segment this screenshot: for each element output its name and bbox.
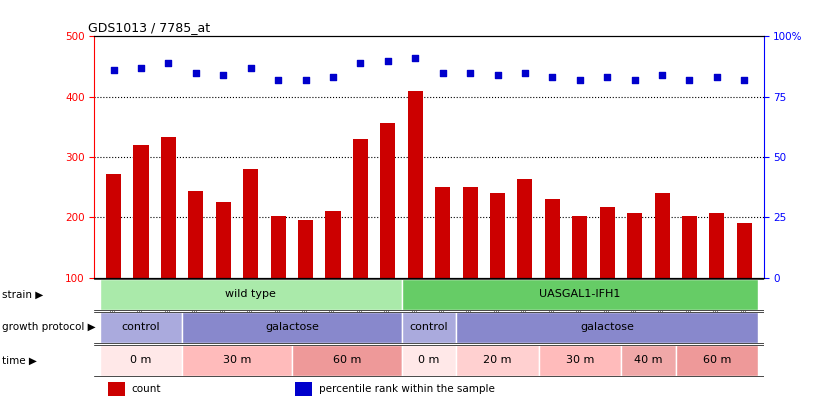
Bar xyxy=(188,191,204,338)
Text: percentile rank within the sample: percentile rank within the sample xyxy=(319,384,494,394)
Bar xyxy=(490,193,505,338)
Point xyxy=(135,64,148,71)
Text: 60 m: 60 m xyxy=(333,355,361,365)
Point xyxy=(217,72,230,78)
Bar xyxy=(654,193,670,338)
Bar xyxy=(462,187,478,338)
Bar xyxy=(380,123,396,338)
Point xyxy=(546,74,559,81)
Bar xyxy=(676,345,758,376)
Text: GDS1013 / 7785_at: GDS1013 / 7785_at xyxy=(88,21,210,34)
Text: UASGAL1-IFH1: UASGAL1-IFH1 xyxy=(539,289,621,299)
Point xyxy=(710,74,723,81)
Text: growth protocol ▶: growth protocol ▶ xyxy=(2,322,95,332)
Text: 40 m: 40 m xyxy=(634,355,663,365)
Text: control: control xyxy=(410,322,448,332)
Point xyxy=(738,77,751,83)
Bar xyxy=(100,345,182,376)
Bar xyxy=(572,215,587,338)
Bar xyxy=(271,216,286,338)
Point xyxy=(244,64,257,71)
Point xyxy=(190,69,203,76)
Bar xyxy=(408,91,423,338)
Text: 30 m: 30 m xyxy=(222,355,251,365)
Point xyxy=(436,69,449,76)
Bar xyxy=(325,211,341,338)
Bar xyxy=(736,224,752,338)
Point xyxy=(601,74,614,81)
Text: 0 m: 0 m xyxy=(418,355,440,365)
Bar xyxy=(106,174,122,338)
Point xyxy=(518,69,531,76)
Bar xyxy=(100,312,182,343)
Text: control: control xyxy=(122,322,160,332)
Bar xyxy=(517,179,533,338)
Bar xyxy=(627,213,642,338)
Bar xyxy=(682,216,697,338)
Bar xyxy=(296,382,312,396)
Point xyxy=(464,69,477,76)
Bar xyxy=(621,345,676,376)
Bar xyxy=(401,279,758,310)
Bar xyxy=(401,345,456,376)
Bar xyxy=(456,312,758,343)
Text: count: count xyxy=(131,384,161,394)
Text: time ▶: time ▶ xyxy=(2,355,36,365)
Bar xyxy=(182,345,291,376)
Point xyxy=(327,74,340,81)
Point xyxy=(655,72,668,78)
Text: strain ▶: strain ▶ xyxy=(2,289,43,299)
Bar xyxy=(182,312,401,343)
Point xyxy=(683,77,696,83)
Bar xyxy=(134,145,149,338)
Bar xyxy=(539,345,621,376)
Text: 60 m: 60 m xyxy=(703,355,731,365)
Bar xyxy=(545,199,560,338)
Bar xyxy=(599,207,615,338)
Text: wild type: wild type xyxy=(225,289,276,299)
Point xyxy=(491,72,504,78)
Point xyxy=(272,77,285,83)
Point xyxy=(573,77,586,83)
Point xyxy=(381,58,394,64)
Bar xyxy=(243,169,259,338)
Point xyxy=(299,77,312,83)
Text: 0 m: 0 m xyxy=(131,355,152,365)
Bar xyxy=(298,220,313,338)
Bar xyxy=(456,345,539,376)
Bar xyxy=(161,137,176,338)
Point xyxy=(409,55,422,62)
Bar xyxy=(100,279,401,310)
Point xyxy=(107,67,120,73)
Text: 30 m: 30 m xyxy=(566,355,594,365)
Bar xyxy=(108,382,125,396)
Point xyxy=(628,77,641,83)
Bar xyxy=(401,312,456,343)
Point xyxy=(354,60,367,66)
Bar xyxy=(435,187,450,338)
Bar xyxy=(291,345,401,376)
Bar xyxy=(709,213,724,338)
Bar xyxy=(216,202,231,338)
Text: 20 m: 20 m xyxy=(484,355,511,365)
Text: galactose: galactose xyxy=(265,322,319,332)
Text: galactose: galactose xyxy=(580,322,634,332)
Bar xyxy=(353,139,368,338)
Point xyxy=(162,60,175,66)
